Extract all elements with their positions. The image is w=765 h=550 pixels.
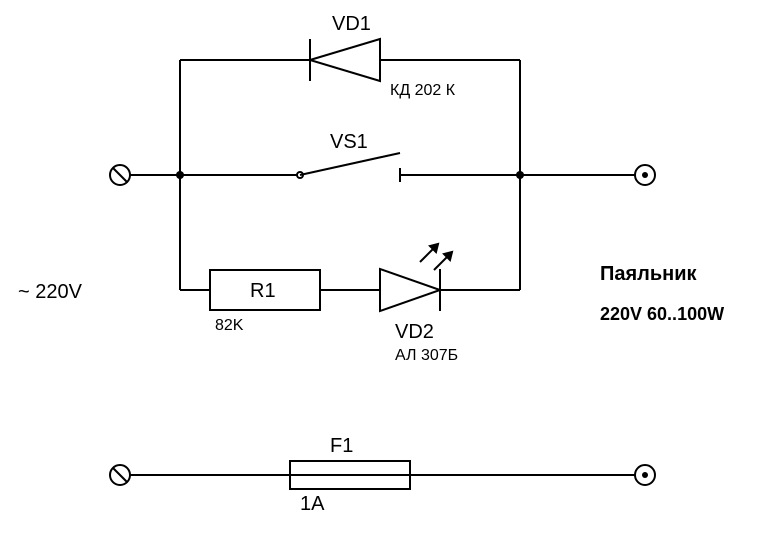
label-vd2-part: АЛ 307Б (395, 347, 458, 364)
diode-VD1 (310, 39, 380, 81)
output-terminal-top (635, 165, 655, 185)
label-r1-value: 82K (215, 317, 244, 334)
fuse-F1 (290, 461, 410, 489)
label-vd1-ref: VD1 (332, 13, 371, 35)
label-vs1-ref: VS1 (330, 131, 368, 153)
label-output-spec: 220V 60..100W (600, 304, 724, 324)
label-output-title: Паяльник (600, 263, 698, 285)
led-arrows-icon (420, 244, 452, 270)
label-r1-ref: R1 (250, 280, 276, 302)
label-vd2-ref: VD2 (395, 321, 434, 343)
output-terminal-bottom (635, 465, 655, 485)
circuit-schematic: VD1 КД 202 К VS1 R1 82K VD2 АЛ 307Б F1 1… (0, 0, 765, 550)
label-f1-ref: F1 (330, 435, 353, 457)
switch-VS1 (297, 153, 400, 182)
label-vd1-part: КД 202 К (390, 82, 456, 99)
label-input-voltage: ~ 220V (18, 281, 83, 303)
label-f1-value: 1A (300, 493, 325, 515)
led-VD2 (380, 244, 452, 311)
